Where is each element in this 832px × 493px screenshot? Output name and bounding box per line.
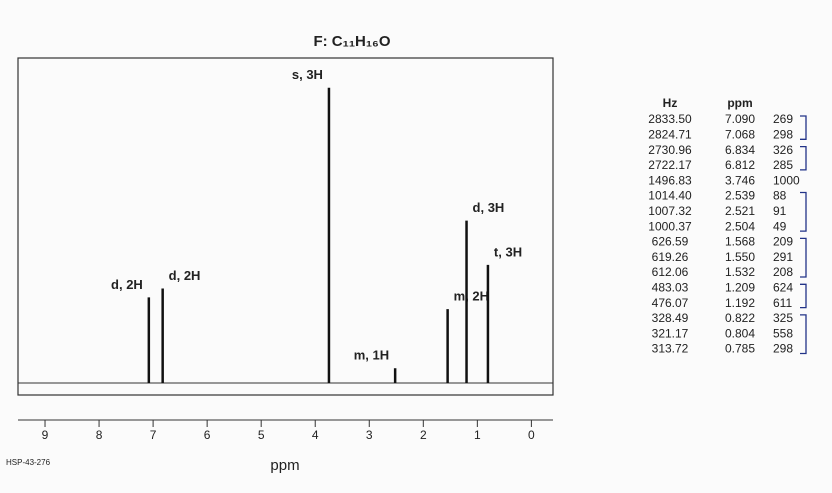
table-cell: 619.26 xyxy=(652,250,689,264)
table-cell: 326 xyxy=(773,143,793,157)
x-tick-label: 6 xyxy=(204,428,211,442)
table-cell: 328.49 xyxy=(652,311,689,325)
table-cell: 476.07 xyxy=(652,296,689,310)
table-cell: 88 xyxy=(773,189,787,203)
table-cell: 2833.50 xyxy=(648,112,692,126)
table-cell: 1.532 xyxy=(725,265,755,279)
table-cell: 1.568 xyxy=(725,235,755,249)
table-cell: 612.06 xyxy=(652,265,689,279)
peak-label: t, 3H xyxy=(494,244,522,259)
table-cell: 1000 xyxy=(773,173,800,187)
table-cell: 1000.37 xyxy=(648,219,692,233)
table-cell: 1.550 xyxy=(725,250,755,264)
x-tick-label: 4 xyxy=(312,428,319,442)
table-header: ppm xyxy=(727,96,752,110)
table-cell: 626.59 xyxy=(652,235,689,249)
x-tick-label: 2 xyxy=(420,428,427,442)
table-cell: 1007.32 xyxy=(648,204,692,218)
x-tick-label: 5 xyxy=(258,428,265,442)
table-cell: 0.785 xyxy=(725,342,755,356)
table-cell: 0.822 xyxy=(725,311,755,325)
table-cell: 1.209 xyxy=(725,280,755,294)
table-cell: 6.834 xyxy=(725,143,755,157)
table-cell: 611 xyxy=(773,296,792,310)
chart-title: F: C₁₁H₁₆O xyxy=(313,33,390,50)
table-cell: 208 xyxy=(773,265,793,279)
peak-label: d, 2H xyxy=(111,277,143,292)
bracket xyxy=(800,191,807,232)
table-cell: 269 xyxy=(773,112,793,126)
table-cell: 7.090 xyxy=(725,112,755,126)
x-tick-label: 0 xyxy=(528,428,535,442)
bracket xyxy=(800,115,807,140)
peak-label: s, 3H xyxy=(292,67,323,82)
peak-label: d, 2H xyxy=(169,268,201,283)
table-cell: 6.812 xyxy=(725,158,755,172)
table-cell: 2.539 xyxy=(725,189,755,203)
peak-label: d, 3H xyxy=(473,200,505,215)
table-cell: 313.72 xyxy=(652,342,689,356)
table-cell: 285 xyxy=(773,158,793,172)
table-cell: 3.746 xyxy=(725,173,755,187)
table-cell: 2.504 xyxy=(725,219,755,233)
x-tick-label: 8 xyxy=(96,428,103,442)
table-cell: 49 xyxy=(773,219,787,233)
table-cell: 483.03 xyxy=(652,280,689,294)
x-tick-label: 1 xyxy=(474,428,481,442)
table-cell: 624 xyxy=(773,280,793,294)
table-cell: 2722.17 xyxy=(648,158,692,172)
table-cell: 1496.83 xyxy=(648,173,692,187)
x-tick-label: 7 xyxy=(150,428,157,442)
table-cell: 321.17 xyxy=(652,326,689,340)
table-cell: 2.521 xyxy=(725,204,755,218)
x-tick-label: 3 xyxy=(366,428,373,442)
table-cell: 325 xyxy=(773,311,793,325)
table-cell: 291 xyxy=(773,250,793,264)
plot-frame xyxy=(17,57,554,396)
table-cell: 209 xyxy=(773,235,793,249)
table-cell: 2730.96 xyxy=(648,143,692,157)
peak-label: m, 1H xyxy=(354,348,389,363)
x-tick-label: 9 xyxy=(42,428,49,442)
table-cell: 7.068 xyxy=(725,127,755,141)
table-cell: 298 xyxy=(773,127,793,141)
table-cell: 1.192 xyxy=(725,296,755,310)
x-axis-label: ppm xyxy=(270,457,299,474)
bracket xyxy=(800,283,807,309)
table-cell: 1014.40 xyxy=(648,189,692,203)
table-header: Hz xyxy=(663,96,678,110)
table-cell: 0.804 xyxy=(725,326,755,340)
bracket xyxy=(800,145,807,171)
table-cell: 558 xyxy=(773,326,793,340)
table-cell: 91 xyxy=(773,204,787,218)
table-cell: 298 xyxy=(773,342,793,356)
bracket xyxy=(800,237,807,278)
bracket xyxy=(800,314,807,355)
table-cell: 2824.71 xyxy=(648,127,692,141)
peak-label: m, 2H xyxy=(454,289,489,304)
footer: HSP-43-276 xyxy=(6,458,51,467)
